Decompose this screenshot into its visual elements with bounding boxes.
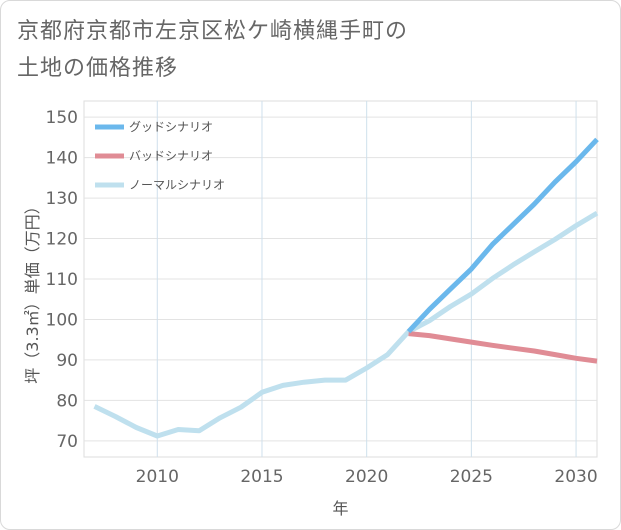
y-tick-label-140: 140 (46, 149, 78, 169)
x-tick-label-2015: 2015 (240, 467, 283, 487)
y-tick-label-100: 100 (46, 310, 78, 330)
y-tick-label-80: 80 (56, 391, 78, 411)
y-tick-label-70: 70 (56, 432, 78, 452)
legend-label-1: バッドシナリオ (129, 149, 213, 163)
x-tick-label-2010: 2010 (136, 467, 179, 487)
y-tick-label-130: 130 (46, 189, 78, 209)
x-tick-label-2030: 2030 (554, 467, 597, 487)
x-tick-label-2020: 2020 (345, 467, 388, 487)
legend-label-2: ノーマルシナリオ (129, 178, 225, 192)
y-tick-label-150: 150 (46, 108, 78, 128)
chart-title: 京都府京都市左京区松ケ崎横縄手町の 土地の価格推移 (17, 13, 577, 87)
y-tick-label-90: 90 (56, 351, 78, 371)
x-tick-label-2025: 2025 (450, 467, 493, 487)
chart-title-line2: 土地の価格推移 (17, 56, 179, 81)
y-tick-label-110: 110 (46, 270, 78, 290)
x-axis-label: 年 (332, 499, 348, 518)
y-tick-label-120: 120 (46, 230, 78, 250)
series-line-2 (93, 210, 599, 439)
chart-title-line1: 京都府京都市左京区松ケ崎横縄手町の (17, 19, 409, 44)
series-line-0 (406, 137, 599, 334)
y-axis-label: 坪（3.3㎡）単価（万円） (23, 198, 42, 383)
legend-label-0: グッドシナリオ (129, 120, 213, 134)
series-line-1 (408, 331, 598, 364)
